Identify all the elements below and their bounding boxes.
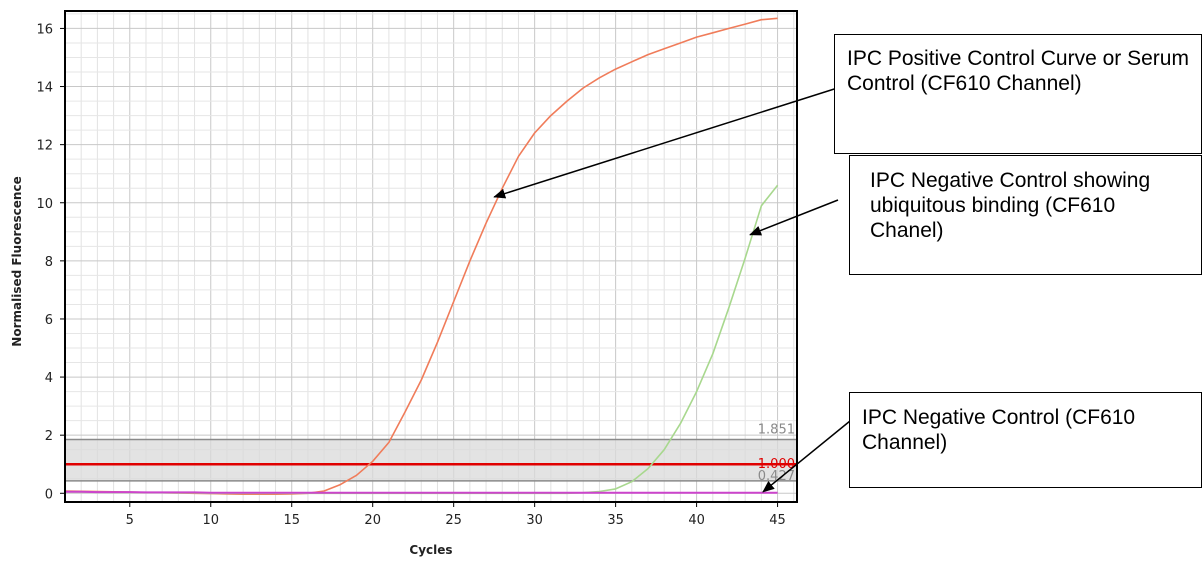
y-tick-label: 2	[45, 429, 53, 444]
x-tick-label: 10	[202, 513, 219, 528]
callout-arrow-negative	[762, 420, 851, 493]
callout-negative-control-text: IPC Negative Control (CF610 Channel)	[862, 406, 1136, 454]
x-tick-label: 35	[607, 513, 624, 528]
callout-ubiquitous-binding-text: IPC Negative Control showing ubiquitous …	[870, 169, 1151, 242]
y-tick-label: 6	[45, 313, 53, 328]
threshold-label: 1.000	[758, 457, 795, 472]
callout-positive-control-text: IPC Positive Control Curve or Serum Cont…	[847, 47, 1189, 95]
y-tick-label: 10	[36, 197, 53, 212]
callout-arrow-positive	[493, 83, 851, 199]
plot-frame	[64, 10, 798, 503]
y-tick-label: 14	[36, 81, 53, 96]
callout-positive-control: IPC Positive Control Curve or Serum Cont…	[834, 34, 1202, 154]
callout-negative-control: IPC Negative Control (CF610 Channel)	[849, 392, 1202, 488]
callout-arrows	[493, 83, 851, 493]
y-tick-label: 12	[36, 139, 53, 154]
y-tick-label: 4	[45, 371, 53, 386]
x-tick-label: 40	[688, 513, 705, 528]
callout-arrow-ubiquitous	[749, 199, 839, 236]
x-tick-label: 25	[445, 513, 462, 528]
x-tick-label: 45	[769, 513, 786, 528]
y-tick-label: 8	[45, 255, 53, 270]
callout-ubiquitous-binding: IPC Negative Control showing ubiquitous …	[849, 155, 1202, 275]
x-tick-label: 20	[364, 513, 381, 528]
grid	[64, 11, 797, 502]
y-axis-title: Normalised Fluorescence	[10, 176, 24, 346]
series-line-3	[65, 490, 778, 494]
x-tick-label: 30	[526, 513, 543, 528]
y-tick-label: 16	[36, 22, 53, 37]
x-tick-label: 15	[283, 513, 300, 528]
x-tick-label: 5	[126, 513, 134, 528]
y-tick-label: 0	[45, 487, 53, 502]
threshold-band	[65, 439, 797, 481]
threshold-band-upper-label: 1.851	[758, 423, 795, 438]
axis-layer: 5 10 15 20 25 30 35 40 45 0 2 4 6 8 10 12 14 16	[36, 22, 785, 528]
x-axis-title: Cycles	[409, 543, 452, 557]
series-layer	[64, 17, 779, 496]
